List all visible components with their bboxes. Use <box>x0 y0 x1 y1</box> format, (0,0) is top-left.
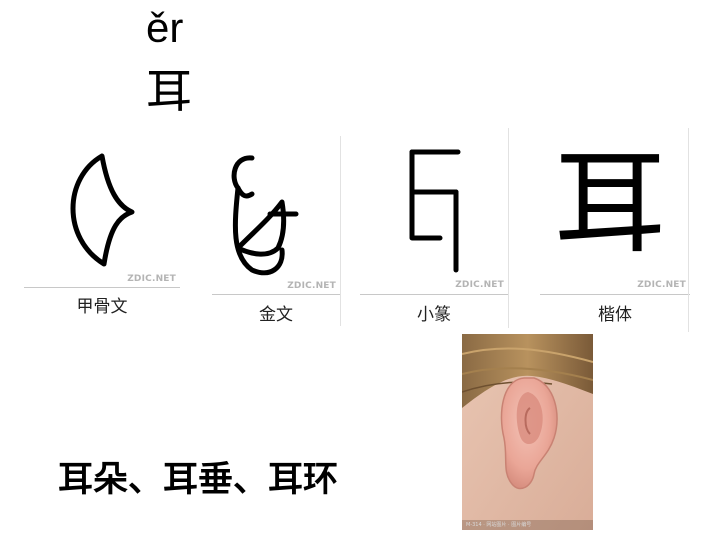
pinyin-reading: ěr <box>146 4 184 51</box>
form-caption: 小篆 <box>417 305 451 325</box>
divider <box>212 294 340 295</box>
divider <box>360 294 508 295</box>
watermark: ZDIC.NET <box>127 274 176 284</box>
form-panel-oracle: ZDIC.NET 甲骨文 <box>24 136 180 317</box>
divider <box>24 287 180 288</box>
seal-glyph-image <box>409 149 461 273</box>
photo-credit: M-314 · 网站图片 · 图片编号 <box>466 522 532 528</box>
watermark: ZDIC.NET <box>637 280 686 290</box>
divider <box>540 294 690 295</box>
form-panel-regular: 耳 ZDIC.NET 楷体 <box>540 128 690 332</box>
example-words: 耳朵、耳垂、耳环 <box>58 460 339 500</box>
character-heading: 耳 <box>146 64 192 118</box>
form-caption: 楷体 <box>598 305 632 325</box>
bronze-glyph-image <box>231 155 299 276</box>
watermark: ZDIC.NET <box>455 280 504 290</box>
ear-photo: M-314 · 网站图片 · 图片编号 <box>462 334 593 530</box>
panel-border <box>688 128 689 332</box>
regular-script-glyph: 耳 <box>554 139 666 269</box>
panel-border <box>340 136 341 326</box>
form-panel-bronze: ZDIC.NET 金文 <box>212 136 340 326</box>
ear-illustration <box>462 334 593 530</box>
oracle-glyph-image <box>70 153 135 267</box>
form-panel-seal: ZDIC.NET 小篆 <box>360 128 508 328</box>
panel-border <box>508 128 509 328</box>
form-caption: 甲骨文 <box>76 297 128 317</box>
form-caption: 金文 <box>259 305 293 325</box>
watermark: ZDIC.NET <box>287 281 336 291</box>
